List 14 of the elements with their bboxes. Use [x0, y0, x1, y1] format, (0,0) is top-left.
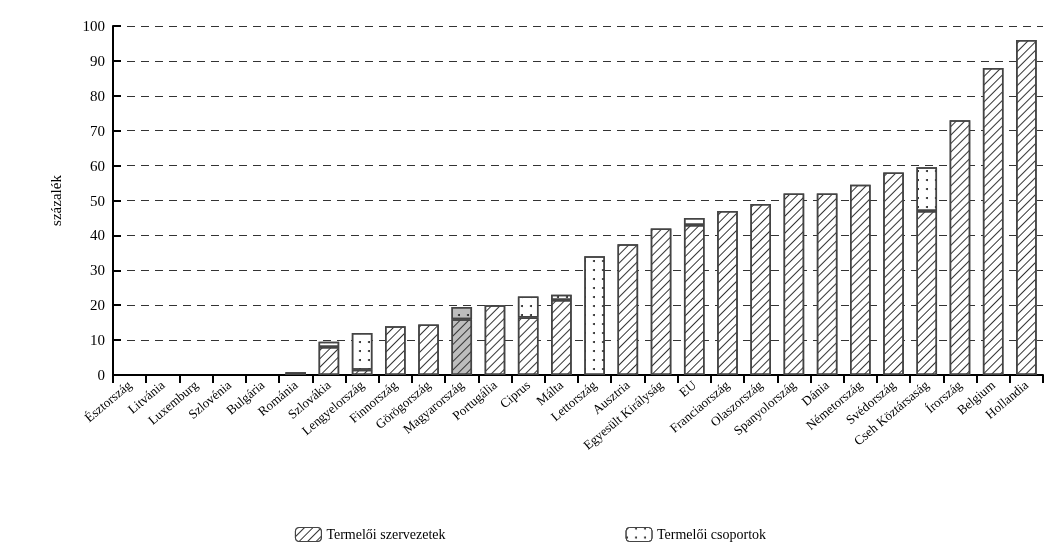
- y-tick-label: 60: [90, 157, 105, 174]
- y-tick-label: 20: [90, 297, 105, 314]
- y-tick-label: 40: [90, 227, 105, 244]
- y-tick-label: 90: [90, 52, 105, 69]
- y-tick-label: 30: [90, 262, 105, 279]
- y-tick-label: 70: [90, 122, 105, 139]
- y-tick-label: 10: [90, 332, 105, 349]
- legend-label: Termelői szervezetek: [326, 527, 446, 542]
- y-tick-label: 50: [90, 192, 105, 209]
- legend-label: Termelői csoportok: [657, 527, 767, 542]
- y-tick-label: 100: [82, 18, 105, 34]
- y-tick-label: 0: [97, 367, 105, 383]
- y-tick-label: 80: [90, 87, 105, 104]
- y-axis-title: százalék: [47, 174, 64, 226]
